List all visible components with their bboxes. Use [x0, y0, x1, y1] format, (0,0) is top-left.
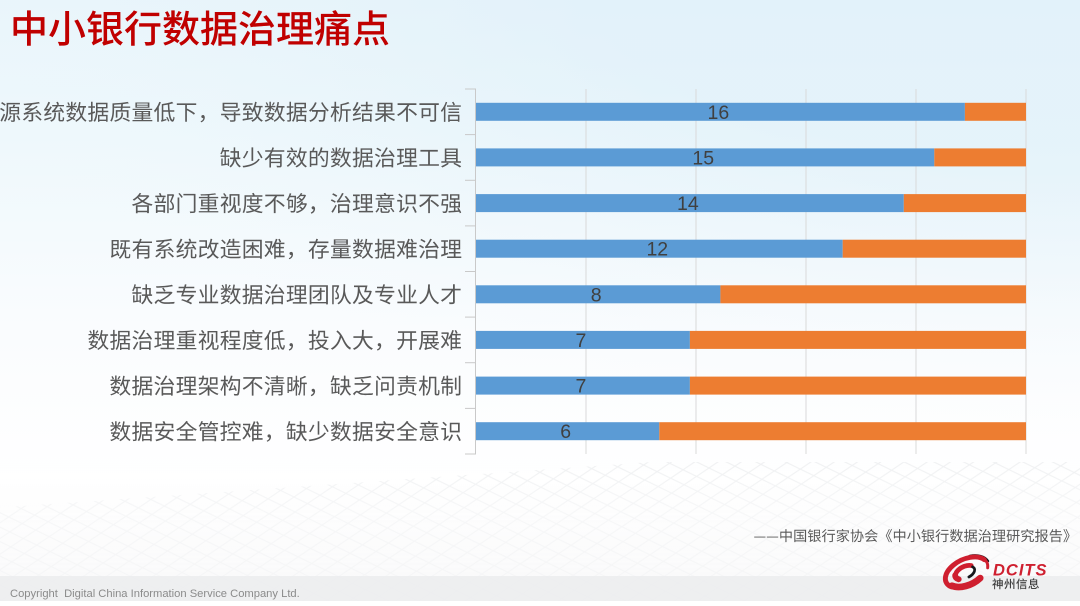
- svg-text:7: 7: [575, 330, 586, 352]
- svg-text:12: 12: [646, 239, 668, 261]
- svg-text:Copyright Digital China Infor: Copyright Digital China Information Serv…: [10, 588, 300, 600]
- svg-text:6: 6: [560, 421, 571, 443]
- svg-text:8: 8: [591, 284, 602, 306]
- svg-text:14: 14: [677, 193, 699, 215]
- svg-text:7: 7: [575, 376, 586, 398]
- svg-text:16: 16: [708, 102, 730, 124]
- svg-text:DCITS: DCITS: [993, 562, 1048, 580]
- svg-text:15: 15: [692, 147, 714, 169]
